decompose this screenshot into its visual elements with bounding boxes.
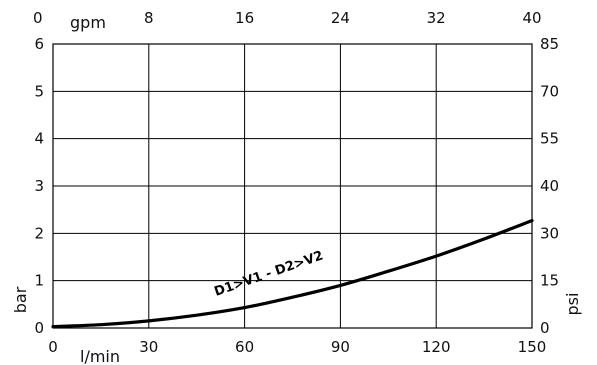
y-tick-label: 0 (34, 319, 44, 337)
top-tick-label: 0 (33, 9, 43, 27)
x-tick-label: 0 (48, 338, 58, 356)
y-tick-label: 4 (34, 130, 44, 148)
top-tick-label: 16 (235, 9, 254, 27)
x-axis-label: l/min (80, 347, 120, 365)
plot-frame (52, 43, 533, 329)
top-tick-label: 8 (144, 9, 154, 27)
right-axis-label: psi (563, 293, 582, 316)
right-tick-label: 85 (540, 35, 559, 53)
y-tick-label: 1 (34, 272, 44, 290)
x-tick-label: 90 (331, 338, 350, 356)
top-tick-label: 32 (427, 9, 446, 27)
top-tick-label: 40 (522, 9, 541, 27)
series-layer (51, 219, 534, 329)
x-tick-label: 150 (518, 338, 547, 356)
y-tick-label: 6 (34, 35, 44, 53)
series-line-0 (51, 219, 534, 329)
right-tick-label: 40 (540, 177, 559, 195)
grid-lines (52, 43, 533, 329)
x-tick-label: 120 (422, 338, 451, 356)
top-tick-label: 24 (331, 9, 350, 27)
right-tick-label: 15 (540, 272, 559, 290)
right-tick-label: 0 (540, 319, 550, 337)
y-tick-label: 5 (34, 82, 44, 100)
x-tick-label: 60 (235, 338, 254, 356)
top-axis-unit-label: gpm (70, 13, 106, 32)
x-tick-label: 30 (139, 338, 158, 356)
right-tick-label: 70 (540, 82, 559, 100)
right-tick-label: 55 (540, 130, 559, 148)
right-tick-label: 30 (540, 224, 559, 242)
y-tick-label: 3 (34, 177, 44, 195)
y-axis-label: bar (11, 286, 30, 313)
y-tick-label: 2 (34, 224, 44, 242)
